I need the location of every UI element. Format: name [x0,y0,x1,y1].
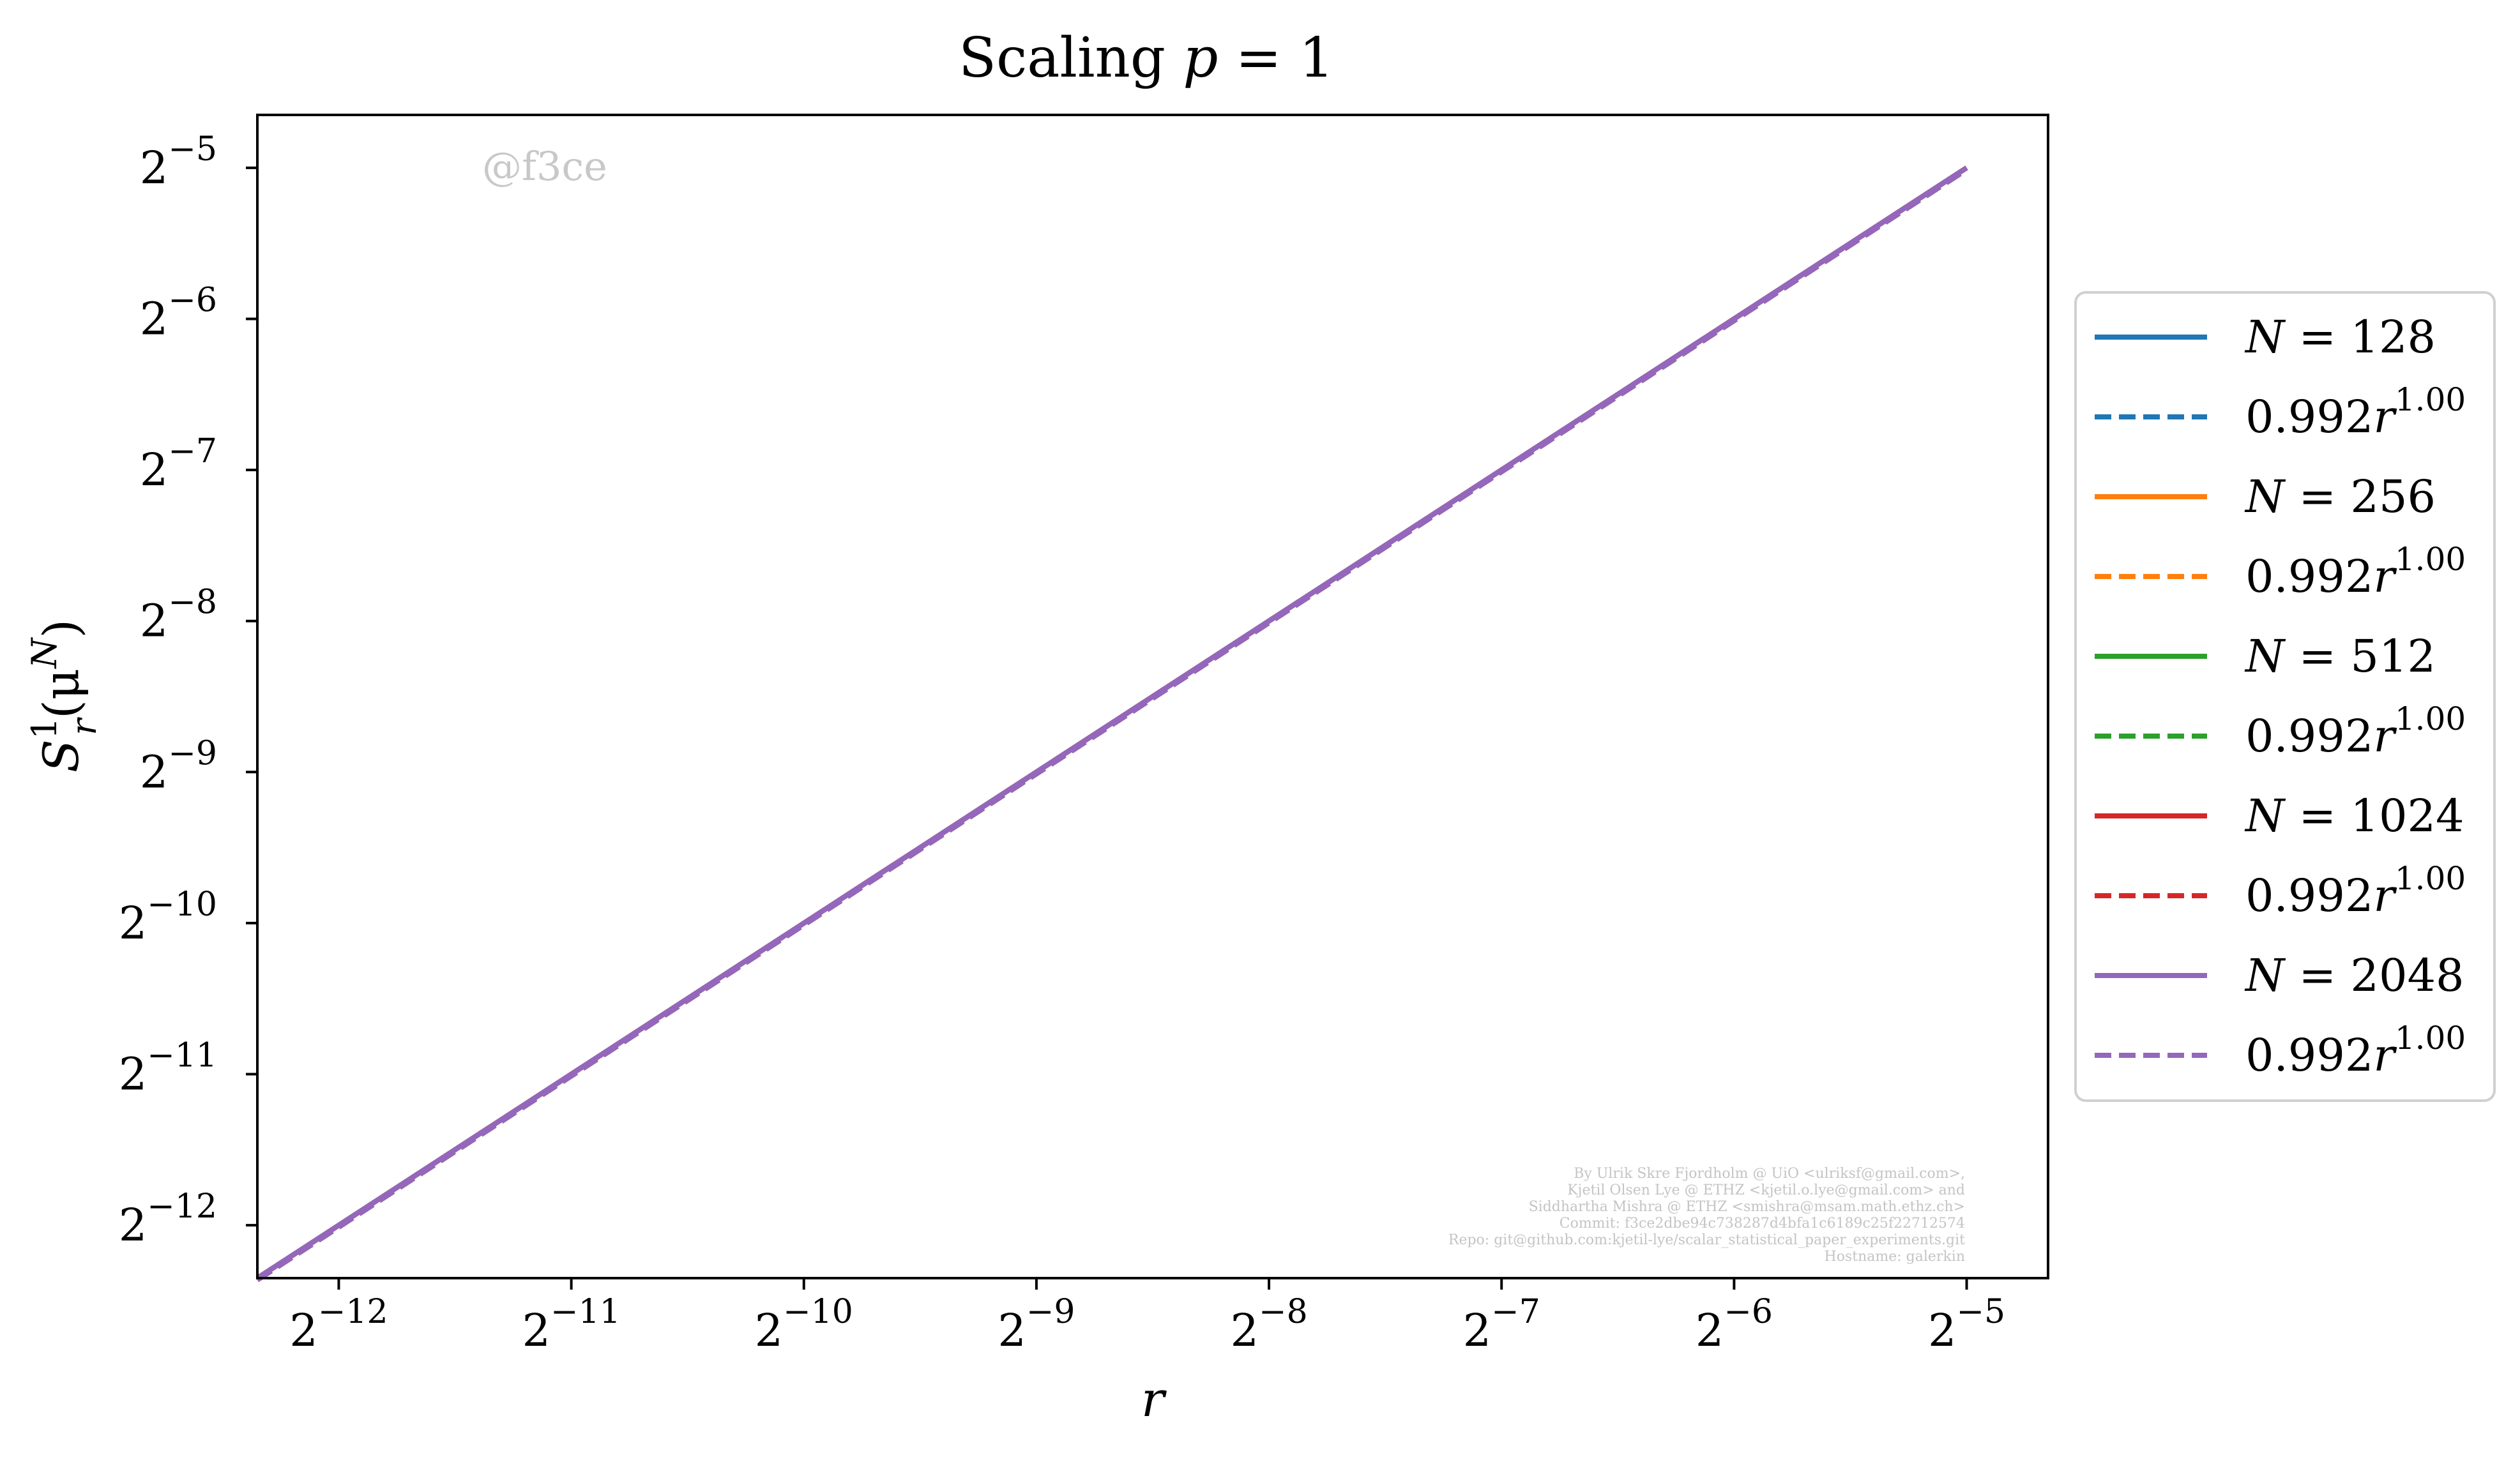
legend-label: 0.992r1.00 [2245,700,2466,762]
y-axis-label: S1r(μN) [24,619,104,772]
credit-line: By Ulrik Skre Fjordholm @ UiO <ulriksf@g… [1574,1166,1965,1182]
x-tick-label: 2−5 [1928,1293,2005,1357]
credit-line: Hostname: galerkin [1825,1249,1965,1265]
credits-block: By Ulrik Skre Fjordholm @ UiO <ulriksf@g… [1448,1166,1965,1265]
x-tick-label: 2−12 [289,1293,388,1357]
y-axis-label-close: ) [33,619,89,638]
y-axis-label-rest-sup: N [24,637,65,670]
x-tick-label: 2−7 [1463,1293,1540,1357]
x-tick-label: 2−11 [522,1293,620,1357]
y-tick-label: 2−12 [119,1187,217,1251]
x-tick-label: 2−10 [755,1293,853,1357]
credit-line: Siddhartha Mishra @ ETHZ <smishra@msam.m… [1529,1199,1965,1215]
credit-line: Commit: f3ce2dbe94c738287d4bfa1c6189c25f… [1560,1216,1965,1232]
x-tick-label: 2−9 [998,1293,1075,1357]
legend-label: 0.992r1.00 [2245,860,2466,922]
y-axis: 2−5 2−6 2−7 2−8 2−9 2−10 2−11 2−12 [119,130,257,1251]
legend-label: 0.992r1.00 [2245,381,2466,443]
y-tick-label: 2−7 [140,432,217,496]
y-axis-label-s: S [33,739,89,772]
legend-label: N = 512 [2244,630,2436,682]
y-tick-label: 2−11 [119,1037,217,1101]
legend-label: 0.992r1.00 [2245,541,2466,603]
chart-title: Scaling p = 1 [959,26,1334,90]
y-axis-label-sup: 1 [24,718,65,739]
y-tick-label: 2−5 [140,130,217,194]
y-axis-label-rest: (μ [33,668,89,719]
credit-line: Kjetil Olsen Lye @ ETHZ <kjetil.o.lye@gm… [1567,1182,1965,1198]
watermark-label: @f3ce [482,143,607,190]
chart-title-var: p [1183,26,1218,90]
y-tick-label: 2−6 [140,281,217,345]
y-axis-label-sub: r [64,717,104,735]
chart-title-rest: = 1 [1218,26,1333,90]
series-layer [255,165,1968,1283]
x-axis-label: r [1141,1371,1167,1428]
y-tick-label: 2−10 [119,885,217,949]
y-tick-label: 2−8 [140,584,217,647]
legend-label: N = 256 [2244,471,2436,523]
x-axis: 2−12 2−11 2−10 2−9 2−8 2−7 2−6 2−5 [289,1278,2005,1357]
legend-label: N = 128 [2244,311,2436,363]
x-tick-label: 2−6 [1696,1293,1773,1357]
legend-label: N = 2048 [2244,949,2464,1002]
legend-label: N = 1024 [2244,790,2464,842]
x-tick-label: 2−8 [1230,1293,1307,1357]
legend: N = 128 0.992r1.00 N = 256 0.992r1.00 N = 51… [2074,291,2496,1102]
y-tick-label: 2−9 [140,734,217,798]
plot-frame [256,114,2049,1279]
legend-label: 0.992r1.00 [2245,1020,2466,1081]
credit-line: Repo: git@github.com:kjetil-lye/scalar_s… [1448,1232,1965,1248]
chart-title-text: Scaling [959,26,1183,90]
